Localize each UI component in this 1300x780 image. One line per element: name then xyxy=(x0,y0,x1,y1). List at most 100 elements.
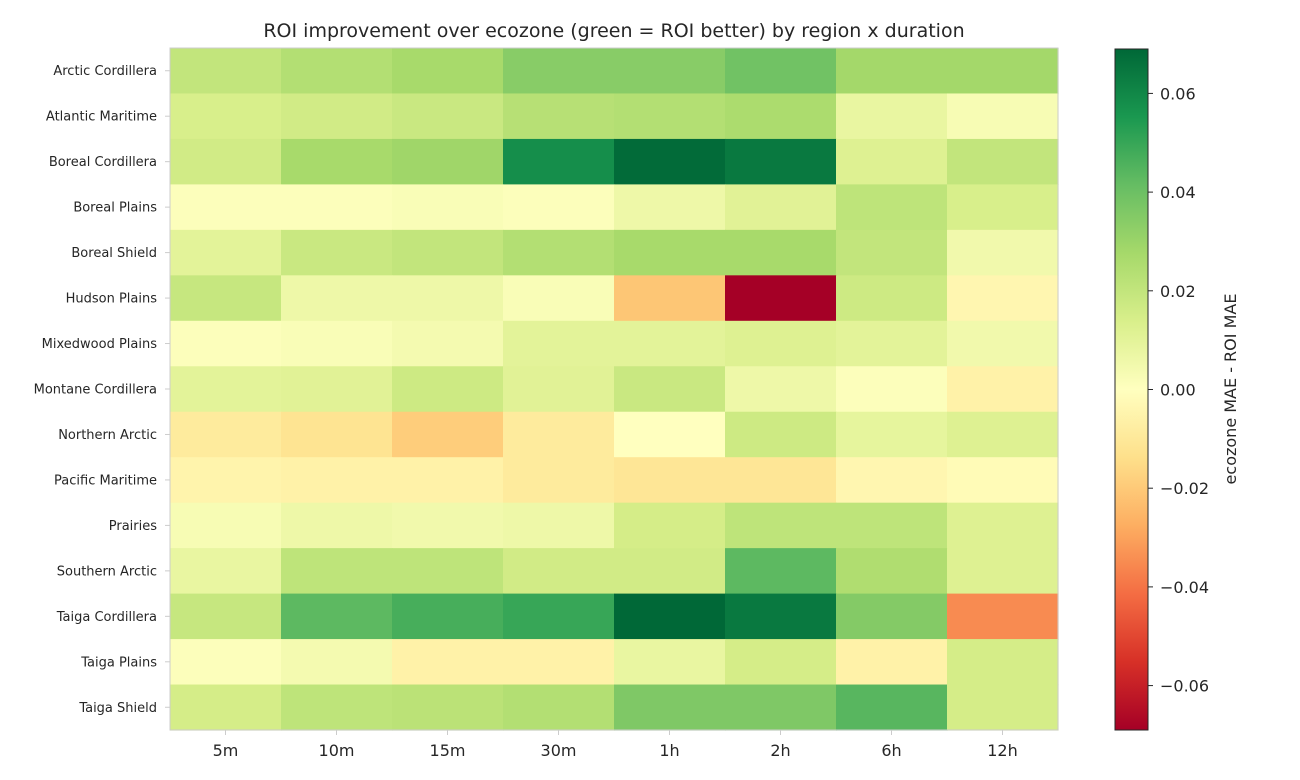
heatmap-cell xyxy=(392,229,504,276)
heatmap-cell xyxy=(614,366,726,413)
heatmap-cell xyxy=(947,684,1059,731)
heatmap-cell xyxy=(503,229,615,276)
heatmap-cell xyxy=(281,639,393,686)
heatmap-cell xyxy=(614,684,726,731)
heatmap-cell xyxy=(725,457,837,504)
heatmap-cell xyxy=(503,684,615,731)
heatmap-cell xyxy=(170,457,282,504)
heatmap-cell xyxy=(614,548,726,595)
heatmap-cell xyxy=(836,593,948,640)
heatmap-cell xyxy=(836,320,948,367)
colorbar xyxy=(1114,48,1149,731)
colorbar-tick-label: 0.04 xyxy=(1160,183,1196,202)
heatmap-cell xyxy=(725,684,837,731)
colorbar-tick-label: −0.04 xyxy=(1160,578,1209,597)
colorbar-tick-label: 0.06 xyxy=(1160,84,1196,103)
heatmap-cell xyxy=(836,548,948,595)
heatmap-cell xyxy=(281,229,393,276)
x-tick-label: 30m xyxy=(541,741,577,760)
heatmap-cell xyxy=(947,48,1059,95)
heatmap-cell xyxy=(392,184,504,231)
heatmap-cell xyxy=(836,138,948,185)
heatmap-cell xyxy=(170,320,282,367)
heatmap-cell xyxy=(725,320,837,367)
heatmap-cell xyxy=(836,457,948,504)
y-tick-label: Montane Cordillera xyxy=(34,383,157,398)
heatmap-cell xyxy=(281,457,393,504)
heatmap-cell xyxy=(836,48,948,95)
heatmap-cell xyxy=(614,320,726,367)
heatmap-cell xyxy=(392,639,504,686)
heatmap-cell xyxy=(614,411,726,458)
heatmap-cell xyxy=(170,548,282,595)
heatmap-cell xyxy=(392,502,504,549)
heatmap-cell xyxy=(614,48,726,95)
heatmap-cell xyxy=(503,93,615,140)
heatmap-cell xyxy=(392,411,504,458)
y-tick-label: Southern Arctic xyxy=(57,564,157,579)
heatmap-cell xyxy=(614,229,726,276)
heatmap-cell xyxy=(281,93,393,140)
heatmap-cell xyxy=(947,229,1059,276)
y-tick-label: Boreal Plains xyxy=(73,201,157,216)
heatmap-cell xyxy=(947,93,1059,140)
heatmap-cell xyxy=(392,593,504,640)
heatmap-cell xyxy=(281,48,393,95)
heatmap-cell xyxy=(503,639,615,686)
x-tick-label: 6h xyxy=(881,741,901,760)
heatmap-cell xyxy=(281,502,393,549)
heatmap-cell xyxy=(170,639,282,686)
heatmap-cell xyxy=(503,411,615,458)
y-tick-label: Northern Arctic xyxy=(58,428,157,443)
heatmap-cell xyxy=(836,184,948,231)
heatmap-cell xyxy=(836,229,948,276)
heatmap-cell xyxy=(947,548,1059,595)
heatmap-cell xyxy=(947,138,1059,185)
heatmap-cell xyxy=(947,593,1059,640)
heatmap-cell xyxy=(170,593,282,640)
heatmap-cell xyxy=(725,593,837,640)
colorbar-tick-label: −0.06 xyxy=(1160,677,1209,696)
heatmap-cell xyxy=(725,93,837,140)
heatmap-cell xyxy=(836,93,948,140)
heatmap-cell xyxy=(725,366,837,413)
y-tick-label: Prairies xyxy=(109,519,157,534)
heatmap-cell xyxy=(947,184,1059,231)
x-tick-label: 12h xyxy=(987,741,1018,760)
y-tick-label: Boreal Cordillera xyxy=(49,155,157,170)
heatmap-cell xyxy=(281,320,393,367)
y-tick-label: Boreal Shield xyxy=(71,246,157,261)
heatmap-cell xyxy=(281,138,393,185)
heatmap-cell xyxy=(947,502,1059,549)
heatmap-cell xyxy=(281,593,393,640)
y-tick-label: Atlantic Maritime xyxy=(46,110,157,125)
colorbar-tick-label: −0.02 xyxy=(1160,479,1209,498)
heatmap-cell xyxy=(392,366,504,413)
heatmap-cell xyxy=(725,275,837,322)
heatmap-cell xyxy=(836,639,948,686)
heatmap-cell xyxy=(170,184,282,231)
heatmap-cells xyxy=(170,48,1059,731)
heatmap-cell xyxy=(725,138,837,185)
x-tick-label: 2h xyxy=(770,741,790,760)
heatmap-cell xyxy=(947,320,1059,367)
colorbar-ticks: 0.06 0.04 0.02 0.00 −0.02 −0.04 −0.06 xyxy=(1148,84,1209,696)
y-tick-label: Pacific Maritime xyxy=(54,473,157,488)
heatmap-cell xyxy=(836,684,948,731)
heatmap-cell xyxy=(614,93,726,140)
heatmap-cell xyxy=(725,48,837,95)
heatmap-cell xyxy=(614,138,726,185)
heatmap-cell xyxy=(281,684,393,731)
heatmap-cell xyxy=(281,275,393,322)
x-tick-label: 10m xyxy=(319,741,355,760)
heatmap-cell xyxy=(725,229,837,276)
x-tick-label: 1h xyxy=(659,741,679,760)
heatmap-cell xyxy=(947,457,1059,504)
heatmap-cell xyxy=(503,320,615,367)
heatmap-cell xyxy=(614,502,726,549)
colorbar-tick-label: 0.00 xyxy=(1160,381,1196,400)
heatmap-cell xyxy=(725,502,837,549)
heatmap-cell xyxy=(170,275,282,322)
heatmap-cell xyxy=(503,502,615,549)
